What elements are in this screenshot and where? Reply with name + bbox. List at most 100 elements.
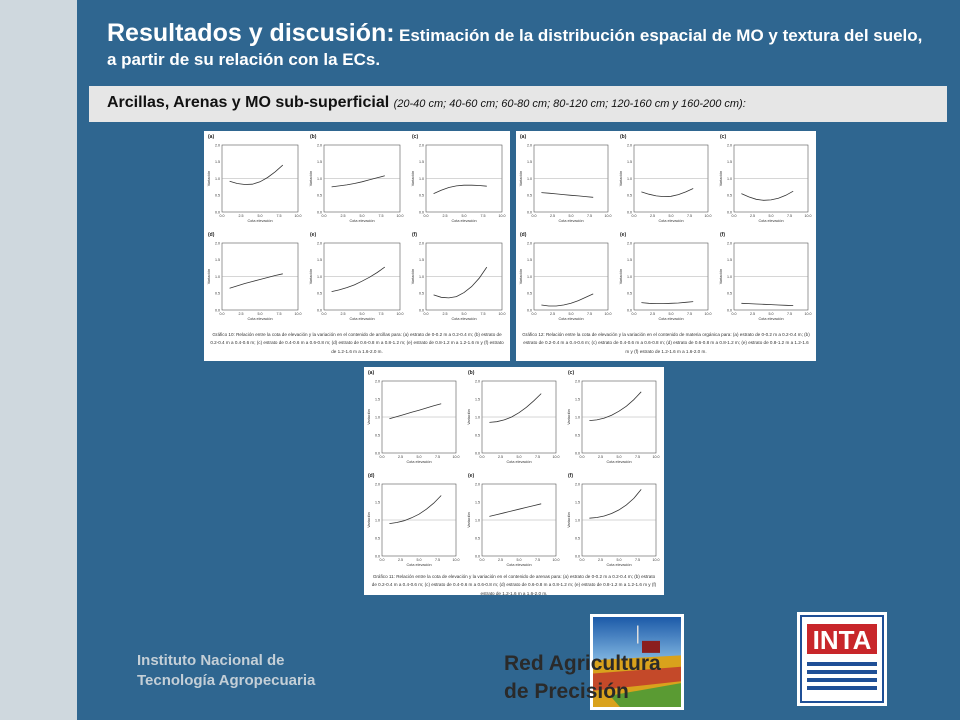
- x-tick-label: 0.0: [322, 312, 327, 316]
- chart-panel: (c) 0.0 0.5 1.0 1.5 2.0 0.0 2.5 5.0 7.5 10.0 Cota e…: [411, 134, 506, 223]
- x-tick-label: 10.0: [499, 312, 506, 316]
- chart-panel: (f) 0.0 0.5 1.0 1.5 2.0 0.0 2.5 5.0 7.5 10.0 Cota e…: [411, 232, 506, 321]
- chart-panel: (c) 0.0 0.5 1.0 1.5 2.0 0.0 2.5 5.0 7.5 10.0 Cota e…: [567, 370, 660, 464]
- chart-materia-organica: (a) 0.0 0.5 1.0 1.5 2.0 0.0 2.5 5.0 7.5 10.0 Cota e…: [519, 134, 812, 321]
- x-tick-label: 7.5: [687, 214, 692, 218]
- x-tick-label: 2.5: [750, 214, 755, 218]
- y-tick-label: 0.5: [317, 194, 322, 198]
- y-tick-label: 0.0: [527, 210, 532, 214]
- y-tick-label: 2.0: [627, 241, 632, 245]
- panel-label: (e): [310, 232, 316, 238]
- title-rest: Estimación de la distribución espacial d…: [107, 26, 923, 70]
- y-tick-label: 1.0: [575, 518, 580, 522]
- inta-logo: INTA: [797, 612, 887, 706]
- y-tick-label: 0.0: [475, 451, 480, 455]
- logo-rap-line-1: Red Agricultura: [504, 652, 661, 675]
- institution-line-1: Instituto Nacional de: [137, 652, 285, 669]
- y-tick-label: 0.5: [475, 433, 480, 437]
- x-tick-label: 5.0: [569, 312, 574, 316]
- x-tick-label: 7.5: [379, 214, 384, 218]
- x-tick-label: 0.0: [380, 455, 385, 459]
- x-tick-label: 2.5: [650, 312, 655, 316]
- y-tick-label: 2.0: [527, 241, 532, 245]
- x-tick-label: 5.0: [769, 312, 774, 316]
- inta-logo-text: INTA: [813, 625, 872, 655]
- x-axis-label: Cota elevación: [558, 219, 583, 223]
- y-axis-label: Variación: [207, 269, 211, 285]
- panel-label: (f): [568, 473, 573, 479]
- y-tick-label: 1.0: [317, 177, 322, 181]
- x-tick-label: 10.0: [553, 455, 560, 459]
- panel-label: (a): [368, 370, 374, 376]
- x-tick-label: 2.5: [239, 312, 244, 316]
- y-axis-label: Variación: [719, 171, 723, 187]
- y-tick-label: 2.0: [317, 241, 322, 245]
- panel-label: (b): [310, 134, 317, 140]
- x-tick-label: 0.0: [732, 312, 737, 316]
- series-line: [541, 293, 594, 307]
- x-tick-label: 7.5: [587, 214, 592, 218]
- y-tick-label: 2.0: [727, 241, 732, 245]
- chart-panel: (e) 0.0 0.5 1.0 1.5 2.0 0.0 2.5 5.0 7.5 10.0 Cota e…: [309, 232, 404, 321]
- x-axis-label: Cota elevación: [758, 219, 783, 223]
- x-tick-label: 2.5: [239, 214, 244, 218]
- x-tick-label: 2.5: [443, 214, 448, 218]
- y-tick-label: 1.0: [375, 415, 380, 419]
- x-tick-label: 7.5: [787, 312, 792, 316]
- x-tick-label: 2.5: [598, 558, 603, 562]
- logo-rap-line-2: de Precisión: [504, 680, 629, 703]
- y-tick-label: 1.5: [317, 160, 322, 164]
- y-tick-label: 0.5: [375, 536, 380, 540]
- y-axis-label: Variación: [567, 409, 571, 425]
- y-tick-label: 1.5: [475, 397, 480, 401]
- series-line: [641, 188, 694, 198]
- series-line: [589, 489, 642, 519]
- y-tick-label: 0.5: [575, 536, 580, 540]
- x-tick-label: 2.5: [750, 312, 755, 316]
- y-axis-label: Variación: [309, 269, 313, 285]
- figure-arcillas: (a) 0.0 0.5 1.0 1.5 2.0 0.0 2.5 5.0 7.5 10.0 Cota e…: [204, 131, 510, 361]
- subtitle-text: Arcillas, Arenas y MO sub-superficial (2…: [107, 94, 746, 112]
- x-tick-label: 7.5: [535, 455, 540, 459]
- x-tick-label: 10.0: [605, 312, 612, 316]
- y-axis-label: Variación: [719, 269, 723, 285]
- x-tick-label: 0.0: [732, 214, 737, 218]
- caption-materia-organica: Gráfico 12: Relación entre la cota de el…: [522, 332, 810, 354]
- x-tick-label: 0.0: [220, 312, 225, 316]
- x-tick-label: 0.0: [580, 455, 585, 459]
- y-tick-label: 1.5: [317, 258, 322, 262]
- chart-panel: (c) 0.0 0.5 1.0 1.5 2.0 0.0 2.5 5.0 7.5 10.0 Cota e…: [719, 134, 812, 223]
- x-axis-label: Cota elevación: [558, 317, 583, 321]
- panel-label: (c): [412, 134, 418, 140]
- y-tick-label: 2.0: [575, 482, 580, 486]
- x-tick-label: 10.0: [453, 558, 460, 562]
- y-tick-label: 1.5: [627, 258, 632, 262]
- x-tick-label: 7.5: [635, 455, 640, 459]
- x-tick-label: 10.0: [553, 558, 560, 562]
- x-tick-label: 0.0: [424, 312, 429, 316]
- subtitle-bar: Arcillas, Arenas y MO sub-superficial (2…: [89, 86, 947, 122]
- y-tick-label: 0.5: [215, 194, 220, 198]
- y-tick-label: 0.0: [727, 210, 732, 214]
- y-axis-label: Variación: [519, 171, 523, 187]
- series-line: [489, 393, 542, 423]
- y-tick-label: 2.0: [727, 143, 732, 147]
- y-tick-label: 0.0: [419, 210, 424, 214]
- x-tick-label: 10.0: [397, 214, 404, 218]
- y-tick-label: 0.5: [215, 292, 220, 296]
- series-line: [589, 391, 642, 421]
- y-tick-label: 1.5: [575, 397, 580, 401]
- x-tick-label: 5.0: [617, 455, 622, 459]
- y-tick-label: 0.0: [475, 554, 480, 558]
- y-tick-label: 0.0: [419, 308, 424, 312]
- x-tick-label: 0.0: [380, 558, 385, 562]
- y-tick-label: 1.0: [727, 177, 732, 181]
- x-axis-label: Cota elevación: [506, 460, 531, 464]
- chart-panel: (f) 0.0 0.5 1.0 1.5 2.0 0.0 2.5 5.0 7.5 10.0 Cota e…: [567, 473, 660, 567]
- figure-materia-organica: (a) 0.0 0.5 1.0 1.5 2.0 0.0 2.5 5.0 7.5 10.0 Cota e…: [516, 131, 816, 361]
- y-tick-label: 1.0: [475, 415, 480, 419]
- x-tick-label: 7.5: [277, 312, 282, 316]
- x-axis-label: Cota elevación: [406, 563, 431, 567]
- x-tick-label: 5.0: [417, 558, 422, 562]
- x-axis-label: Cota elevación: [758, 317, 783, 321]
